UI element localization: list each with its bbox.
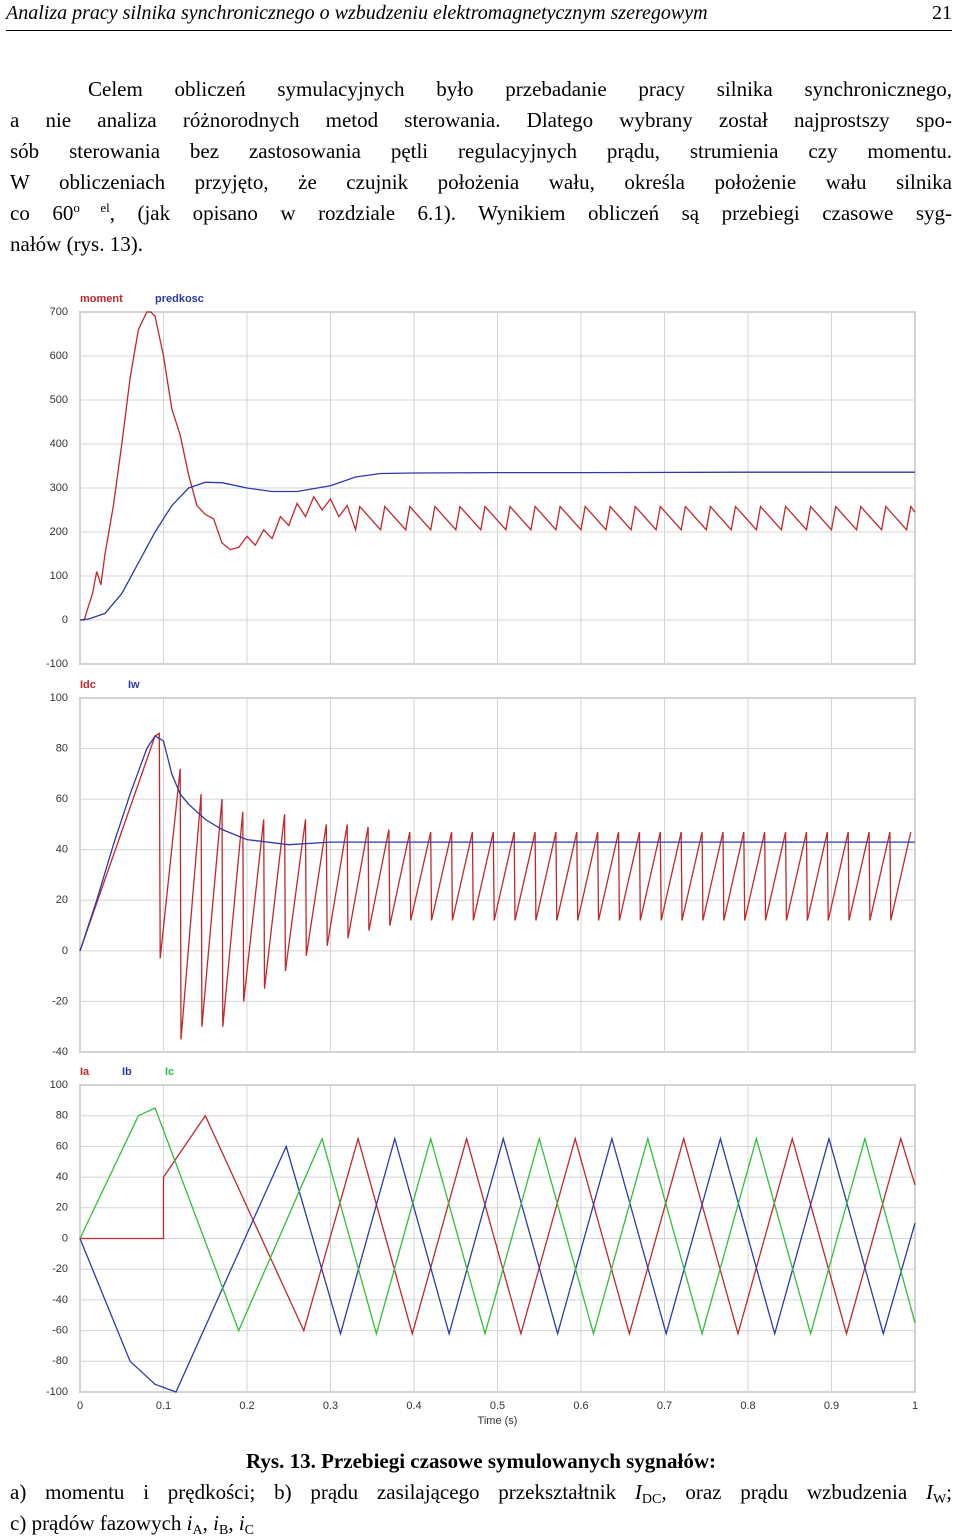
y-tick-label: -100 — [46, 658, 68, 670]
y-tick-label: 20 — [56, 894, 68, 906]
y-tick-label: 20 — [56, 1202, 68, 1214]
header-title: Analiza pracy silnika synchronicznego o … — [6, 2, 708, 24]
y-tick-label: -60 — [52, 1325, 68, 1337]
x-tick-label: 0.1 — [156, 1400, 171, 1412]
y-tick-label: 600 — [50, 350, 68, 362]
running-header: Analiza pracy silnika synchronicznego o … — [6, 2, 952, 31]
symbol: I — [925, 1480, 933, 1504]
y-tick-label: 0 — [62, 1232, 68, 1244]
x-tick-label: 0.7 — [657, 1400, 672, 1412]
y-tick-label: -20 — [52, 995, 68, 1007]
y-tick-label: 300 — [50, 482, 68, 494]
text: co 60 — [10, 201, 74, 225]
superscript: o el — [73, 200, 110, 215]
y-tick-label: 40 — [56, 844, 68, 856]
y-tick-label: 700 — [50, 306, 68, 318]
legend-label: Ic — [165, 1066, 174, 1078]
legend-label: Idc — [80, 679, 96, 691]
y-tick-label: 400 — [50, 438, 68, 450]
caption-line: a) momentu i prędkości; b) prądu zasilaj… — [10, 1477, 952, 1508]
series-line — [79, 1107, 916, 1337]
caption-line: c) prądów fazowych iA, iB, iC — [10, 1508, 952, 1539]
legend-label: moment — [80, 293, 123, 305]
y-tick-label: 60 — [56, 793, 68, 805]
legend-label: Ib — [122, 1066, 132, 1078]
series-line — [79, 1136, 916, 1393]
x-tick-label: 0.3 — [323, 1400, 338, 1412]
y-tick-label: 100 — [50, 1079, 68, 1091]
x-tick-label: 0.2 — [239, 1400, 254, 1412]
text: Celem obliczeń symulacyjnych było przeba… — [88, 77, 952, 101]
y-tick-label: 100 — [50, 692, 68, 704]
y-tick-label: -40 — [52, 1046, 68, 1058]
x-tick-label: 0.8 — [740, 1400, 755, 1412]
text-line: W obliczeniach przyjęto, że czujnik poło… — [10, 167, 952, 198]
caption: Rys. 13. Przebiegi czasowe symulowanych … — [10, 1446, 952, 1539]
y-tick-label: 200 — [50, 526, 68, 538]
y-tick-label: -20 — [52, 1263, 68, 1275]
y-tick-label: 80 — [56, 1110, 68, 1122]
series-line — [79, 471, 915, 621]
x-tick-label: 0.6 — [573, 1400, 588, 1412]
y-tick-label: -100 — [46, 1386, 68, 1398]
y-tick-label: 60 — [56, 1140, 68, 1152]
x-axis-label: Time (s) — [478, 1415, 518, 1427]
text: sób sterowania bez zastosowania pętli re… — [10, 139, 952, 163]
symbol: I — [634, 1480, 642, 1504]
x-tick-label: 0.4 — [406, 1400, 421, 1412]
series-line — [79, 735, 915, 952]
text: , — [202, 1511, 214, 1535]
x-tick-label: 1 — [912, 1400, 918, 1412]
symbol: i — [238, 1511, 245, 1535]
text: , oraz prądu wzbudzenia — [661, 1480, 926, 1504]
text: a) momentu i prędkości; b) prądu zasilaj… — [10, 1480, 635, 1504]
y-tick-label: 500 — [50, 394, 68, 406]
series-line — [79, 732, 912, 1040]
text-line: nałów (rys. 13). — [10, 229, 952, 260]
text-line: Celem obliczeń symulacyjnych było przeba… — [10, 74, 952, 105]
page-number: 21 — [932, 2, 952, 24]
y-tick-label: 40 — [56, 1171, 68, 1183]
subscript: B — [218, 1523, 229, 1538]
text: nałów (rys. 13). — [10, 232, 143, 256]
series-line — [80, 311, 916, 621]
paragraph: Celem obliczeń symulacyjnych było przeba… — [10, 74, 952, 260]
text: , (jak opisano w rozdziale 6.1). Wynikie… — [109, 201, 952, 225]
y-tick-label: -80 — [52, 1355, 68, 1367]
symbol: i — [213, 1511, 219, 1535]
subscript: A — [192, 1523, 203, 1538]
text: ; — [946, 1480, 952, 1504]
caption-label: Rys. 13. Przebiegi czasowe symulowanych … — [246, 1449, 716, 1473]
subscript: W — [932, 1492, 947, 1507]
symbol: i — [186, 1511, 193, 1535]
text: c) prądów fazowych — [10, 1511, 187, 1535]
legend-label: predkosc — [155, 293, 204, 305]
text: , — [228, 1511, 239, 1535]
x-tick-label: 0 — [77, 1400, 83, 1412]
y-tick-label: 100 — [50, 570, 68, 582]
legend-label: Iw — [128, 679, 140, 691]
text: W obliczeniach przyjęto, że czujnik poło… — [10, 170, 952, 194]
subscript: C — [244, 1523, 255, 1538]
y-tick-label: 0 — [62, 945, 68, 957]
subscript: DC — [641, 1492, 662, 1507]
x-tick-label: 0.9 — [824, 1400, 839, 1412]
y-tick-label: -40 — [52, 1294, 68, 1306]
x-tick-label: 0.5 — [490, 1400, 505, 1412]
y-tick-label: 80 — [56, 742, 68, 754]
text-line: a nie analiza różnorodnych metod sterowa… — [10, 105, 952, 136]
text-line: co 60o el, (jak opisano w rozdziale 6.1)… — [10, 198, 952, 229]
y-tick-label: 0 — [62, 614, 68, 626]
text-line: sób sterowania bez zastosowania pętli re… — [10, 136, 952, 167]
legend-label: Ia — [80, 1066, 90, 1078]
text: a nie analiza różnorodnych metod sterowa… — [10, 108, 952, 132]
